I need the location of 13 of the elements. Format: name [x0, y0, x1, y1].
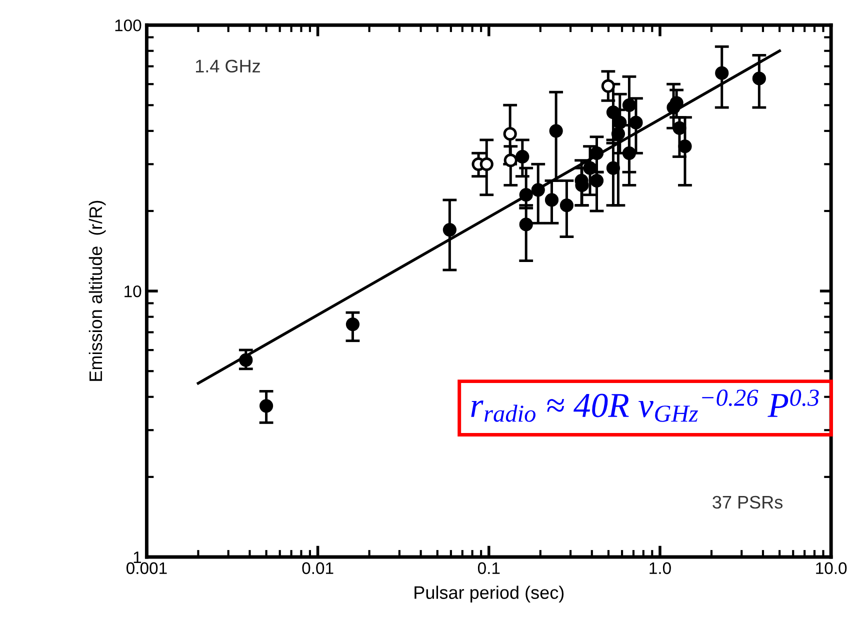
x-tick-label: 1.0 [650, 562, 671, 574]
y-tick-label: 100 [115, 20, 142, 32]
x-tick-label: 10.0 [816, 562, 847, 574]
x-tick-label: 0.001 [126, 562, 167, 574]
y-tick-label: 1 [134, 552, 142, 564]
y-axis-title: Emission altitude (r/R) [88, 200, 106, 381]
x-axis-title: Pulsar period (sec) [414, 586, 564, 603]
x-tick-label: 0.1 [478, 562, 500, 574]
annotation: 1.4 GHz [196, 60, 260, 72]
annotation: 37 PSRs [712, 496, 783, 509]
annotation: r$_{radio}$ ≈ 40R ν$_{GHz}$$^{−0.26}$ P$^{0.3}$ [471, 390, 819, 422]
y-tick-label: 10 [124, 285, 142, 298]
x-tick-label: 0.01 [302, 562, 334, 574]
